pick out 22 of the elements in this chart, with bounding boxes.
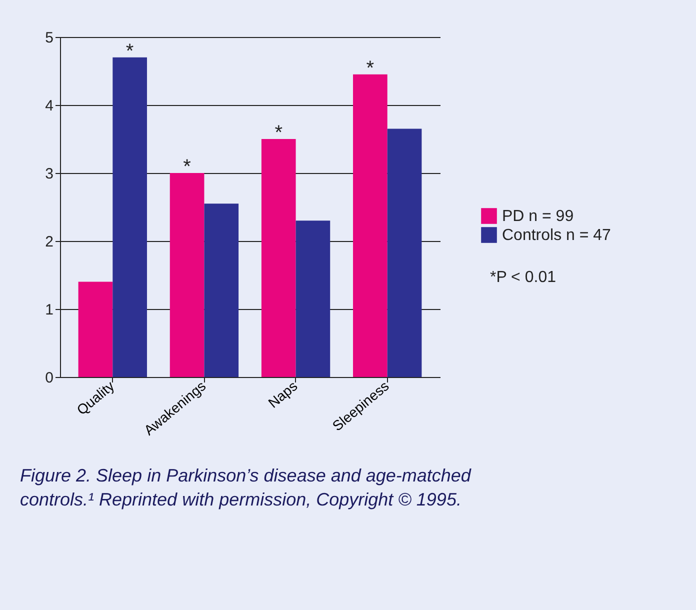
caption: Figure 2. Sleep in Parkinson’s disease and age-matched controls.¹ Reprinted with permission, Copyright © 1995. xyxy=(20,466,472,510)
y-tick-label: 2 xyxy=(45,234,54,250)
y-tick-label: 5 xyxy=(45,30,54,46)
y-tick-label: 4 xyxy=(45,98,54,114)
annotation: * xyxy=(274,122,283,144)
bar xyxy=(387,128,422,377)
bar xyxy=(78,282,113,377)
legend-label: Controls n = 47 xyxy=(502,227,612,244)
annotation: * xyxy=(183,156,192,178)
annotation: * xyxy=(366,57,374,80)
y-tick-label: 0 xyxy=(45,370,54,386)
annotation: * xyxy=(126,40,134,62)
bar xyxy=(296,220,330,377)
y-tick-label: 3 xyxy=(45,166,54,182)
bar xyxy=(261,139,296,377)
bar xyxy=(112,57,147,377)
legend-label: PD n = 99 xyxy=(502,208,574,225)
bar xyxy=(204,204,239,377)
bar xyxy=(353,74,388,377)
y-tick-label: 1 xyxy=(45,302,54,318)
bar xyxy=(170,173,204,377)
text: *P < 0.01 xyxy=(490,269,556,286)
